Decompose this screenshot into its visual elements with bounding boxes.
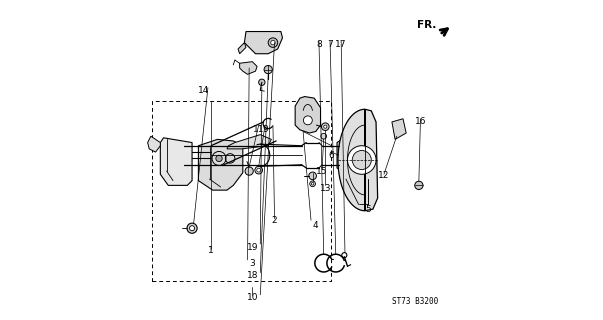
Polygon shape — [160, 138, 192, 185]
Text: 14: 14 — [197, 86, 209, 95]
Circle shape — [216, 155, 222, 162]
Text: FR.: FR. — [417, 20, 437, 30]
Circle shape — [311, 182, 314, 185]
Text: ST73 B3200: ST73 B3200 — [392, 297, 438, 306]
Text: 1: 1 — [208, 246, 214, 255]
Circle shape — [189, 226, 195, 231]
Polygon shape — [239, 62, 257, 74]
Polygon shape — [148, 136, 160, 152]
Text: 19: 19 — [247, 243, 258, 252]
Circle shape — [264, 66, 273, 74]
Circle shape — [321, 123, 329, 131]
Polygon shape — [392, 119, 406, 140]
Text: 3: 3 — [250, 259, 255, 268]
Polygon shape — [238, 43, 246, 54]
Circle shape — [347, 146, 376, 174]
Circle shape — [310, 181, 315, 187]
Circle shape — [321, 133, 327, 139]
Circle shape — [259, 79, 265, 85]
Circle shape — [271, 40, 275, 45]
Text: 10: 10 — [247, 293, 258, 302]
Bar — [152, 101, 331, 281]
Circle shape — [187, 223, 197, 233]
Text: 2: 2 — [272, 216, 277, 225]
Circle shape — [324, 125, 327, 128]
Text: 8: 8 — [316, 40, 322, 49]
Text: 13: 13 — [320, 184, 331, 193]
Text: 11: 11 — [253, 125, 265, 134]
Circle shape — [268, 38, 278, 47]
Polygon shape — [295, 97, 321, 133]
Text: 6: 6 — [329, 151, 335, 160]
Polygon shape — [198, 140, 243, 190]
Text: 7: 7 — [327, 40, 333, 49]
Text: 16: 16 — [415, 117, 426, 126]
Polygon shape — [227, 135, 271, 149]
Circle shape — [415, 181, 423, 189]
Text: 4: 4 — [313, 220, 318, 229]
Polygon shape — [337, 140, 349, 171]
Text: 5: 5 — [365, 205, 371, 214]
Circle shape — [245, 167, 253, 175]
Circle shape — [255, 166, 262, 174]
Text: 15: 15 — [317, 167, 328, 176]
Circle shape — [303, 116, 312, 125]
Circle shape — [352, 150, 371, 170]
Polygon shape — [338, 109, 377, 211]
Circle shape — [338, 150, 347, 160]
Text: 12: 12 — [378, 172, 390, 180]
Text: 17: 17 — [335, 40, 347, 49]
Polygon shape — [244, 32, 282, 54]
Text: 9: 9 — [262, 125, 268, 134]
Text: 18: 18 — [247, 271, 258, 280]
Circle shape — [257, 168, 260, 172]
Circle shape — [309, 172, 317, 180]
